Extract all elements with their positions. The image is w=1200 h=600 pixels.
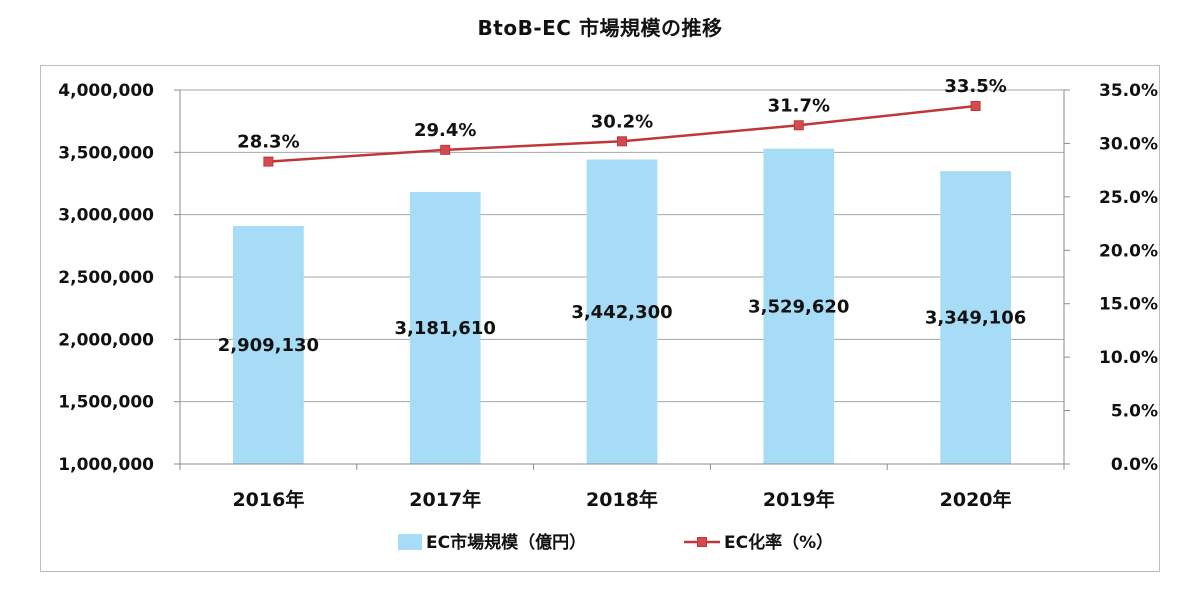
bar — [763, 148, 835, 465]
right-tick-label: 5.0% — [1111, 402, 1158, 422]
right-tick-label: 15.0% — [1099, 295, 1158, 315]
bar — [409, 192, 481, 465]
line-data-label: 28.3% — [237, 132, 299, 153]
left-tick-label: 2,500,000 — [58, 268, 154, 288]
right-tick-label: 30.0% — [1099, 134, 1158, 154]
bar-data-label: 3,529,620 — [748, 296, 849, 317]
line-data-label: 30.2% — [591, 111, 653, 132]
bar-data-label: 3,181,610 — [395, 318, 496, 339]
line-marker — [793, 120, 804, 131]
bar — [940, 171, 1011, 465]
bar-data-label: 3,442,300 — [571, 302, 672, 323]
left-tick-label: 1,000,000 — [58, 455, 154, 475]
left-tick-label: 3,000,000 — [58, 206, 154, 226]
line-data-label: 29.4% — [414, 120, 476, 141]
legend-line-label: EC化率（%） — [724, 532, 833, 553]
legend: EC市場規模（億円） EC化率（%） — [398, 532, 833, 553]
right-tick-label: 0.0% — [1111, 455, 1158, 475]
legend-bar-label: EC市場規模（億円） — [426, 532, 586, 553]
line-series — [263, 101, 981, 167]
axes: 1,000,000 1,500,000 2,000,000 2,500,000 3,00… — [58, 81, 1158, 511]
bar — [233, 225, 304, 464]
bar-data-label: 2,909,130 — [218, 335, 319, 356]
x-tick-label: 2018年 — [586, 488, 658, 511]
left-tick-label: 4,000,000 — [58, 81, 154, 101]
left-tick-label: 3,500,000 — [58, 143, 154, 163]
line-marker — [440, 144, 451, 155]
x-tick-label: 2020年 — [940, 488, 1012, 511]
line-marker — [617, 136, 627, 147]
line-data-label: 31.7% — [768, 95, 830, 116]
line-marker — [263, 156, 274, 167]
right-tick-label: 25.0% — [1099, 188, 1158, 208]
bar — [586, 159, 658, 464]
right-tick-label: 35.0% — [1099, 81, 1158, 101]
left-tick-label: 2,000,000 — [58, 330, 154, 350]
x-tick-label: 2017年 — [409, 488, 481, 511]
left-tick-label: 1,500,000 — [58, 393, 154, 413]
x-tick-label: 2016年 — [232, 488, 304, 511]
right-tick-label: 20.0% — [1099, 241, 1158, 261]
bar-data-label: 3,349,106 — [925, 308, 1026, 329]
x-tick-label: 2019年 — [763, 488, 835, 511]
line-data-label: 33.5% — [944, 76, 1006, 97]
legend-line-marker — [697, 537, 707, 547]
data-labels: 2,909,130 3,181,610 3,442,300 3,529,620 3,34… — [218, 76, 1027, 356]
line-marker — [970, 101, 981, 112]
chart-title: BtoB-EC 市場規模の推移 — [477, 16, 723, 40]
bar-series — [233, 148, 1011, 465]
legend-bar-swatch — [398, 534, 422, 550]
right-tick-label: 10.0% — [1099, 348, 1158, 368]
